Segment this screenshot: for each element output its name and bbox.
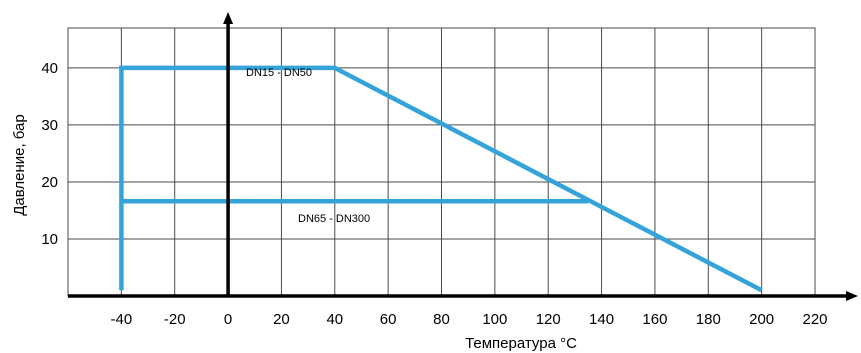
x-tick-label: -40 (111, 311, 133, 328)
y-tick-label: 30 (41, 117, 58, 134)
x-tick-label: 160 (642, 311, 667, 328)
x-tick-label: 80 (433, 311, 450, 328)
x-tick-label: 100 (482, 311, 507, 328)
x-tick-label: 40 (326, 311, 343, 328)
x-tick-label: 140 (589, 311, 614, 328)
x-tick-label: 220 (802, 311, 827, 328)
y-tick-label: 40 (41, 60, 58, 77)
chart-axes (68, 12, 858, 301)
y-axis-title: Давление, бар (11, 114, 28, 216)
series-label-dn15-dn50: DN15 - DN50 (246, 67, 312, 79)
x-tick-label: -20 (164, 311, 186, 328)
y-axis-arrow (223, 12, 234, 24)
chart-ticks: -40 -20 0 20 40 60 80 100 120 140 160 180 200 220 10 20… (41, 60, 827, 328)
x-tick-label: 200 (749, 311, 774, 328)
y-tick-label: 20 (41, 174, 58, 191)
x-tick-label: 0 (224, 311, 232, 328)
x-tick-label: 20 (273, 311, 290, 328)
x-tick-label: 60 (380, 311, 397, 328)
x-tick-label: 120 (536, 311, 561, 328)
x-tick-label: 180 (696, 311, 721, 328)
x-axis-title: Температура °C (465, 335, 577, 352)
x-axis-arrow (846, 291, 858, 301)
y-tick-label: 10 (41, 231, 58, 248)
series-label-dn65-dn300: DN65 - DN300 (298, 213, 370, 225)
